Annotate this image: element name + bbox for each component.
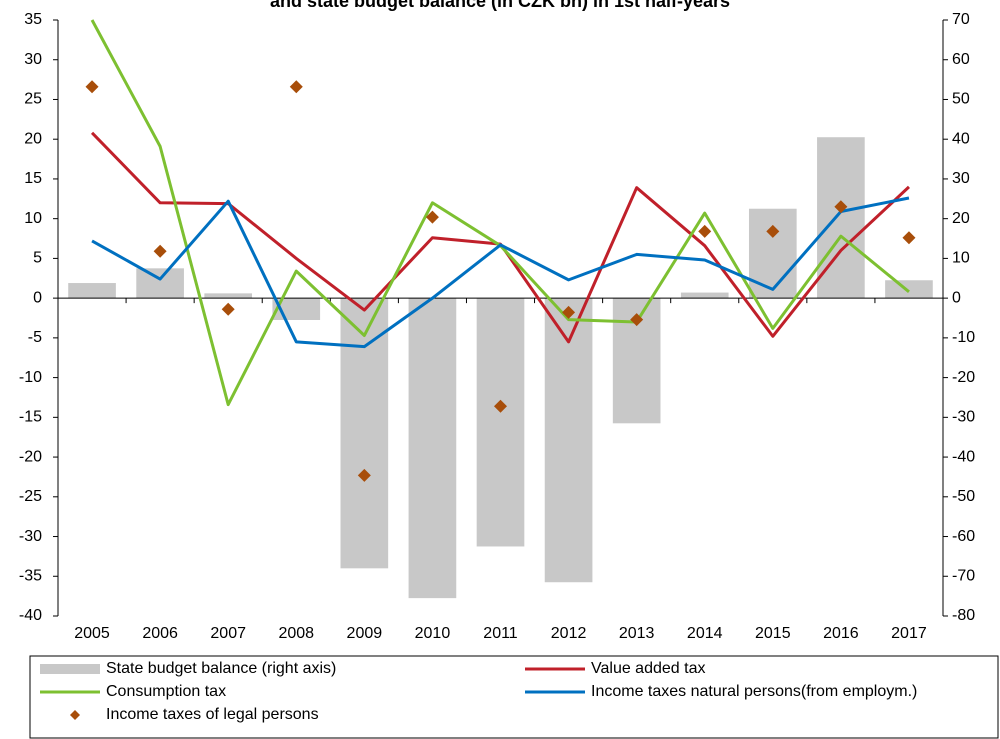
- x-tick-label: 2016: [823, 625, 859, 642]
- marker: [834, 200, 848, 214]
- bar: [680, 292, 729, 299]
- y-tick-label: 15: [24, 170, 42, 187]
- marker: [289, 80, 303, 94]
- y-tick-label: 0: [33, 289, 42, 306]
- y-tick-label: 10: [24, 210, 42, 227]
- y-tick-label: -20: [19, 448, 42, 465]
- chart-title: and state budget balance (in CZK bn) in …: [270, 0, 730, 11]
- y-tick-label: -25: [19, 488, 42, 505]
- marker: [766, 224, 780, 238]
- x-tick-label: 2012: [551, 625, 587, 642]
- y2-tick-label: 20: [952, 210, 970, 227]
- y-tick-label: 20: [24, 130, 42, 147]
- legend-label: Consumption tax: [106, 683, 226, 700]
- bar: [340, 298, 389, 569]
- bar: [408, 298, 457, 599]
- x-tick-label: 2005: [74, 625, 110, 642]
- bar: [136, 268, 184, 299]
- bar: [204, 293, 253, 299]
- x-tick-label: 2013: [619, 625, 655, 642]
- marker: [562, 305, 576, 319]
- line: [91, 196, 910, 349]
- legend-label: Income taxes natural persons(from employ…: [591, 683, 917, 700]
- x-tick-label: 2008: [278, 625, 314, 642]
- y2-tick-label: -30: [952, 409, 975, 426]
- legend-label: State budget balance (right axis): [106, 660, 336, 677]
- y2-tick-label: -70: [952, 567, 975, 584]
- y-tick-label: 30: [24, 51, 42, 68]
- x-tick-label: 2015: [755, 625, 791, 642]
- y2-tick-label: -60: [952, 528, 975, 545]
- y-tick-label: -30: [19, 528, 42, 545]
- legend-label: Income taxes of legal persons: [106, 706, 319, 723]
- x-tick-label: 2007: [210, 625, 246, 642]
- x-tick-label: 2017: [891, 625, 927, 642]
- y-tick-label: 35: [24, 11, 42, 28]
- y2-tick-label: 70: [952, 11, 970, 28]
- y2-tick-label: -40: [952, 448, 975, 465]
- y2-tick-label: 50: [952, 91, 970, 108]
- marker: [85, 80, 99, 94]
- y-tick-label: -10: [19, 369, 42, 386]
- bar: [68, 283, 116, 299]
- x-tick-label: 2014: [687, 625, 723, 642]
- y-tick-label: -40: [19, 607, 42, 624]
- marker: [698, 224, 712, 238]
- y2-tick-label: 40: [952, 130, 970, 147]
- marker: [630, 313, 644, 327]
- y-tick-label: -15: [19, 409, 42, 426]
- y-tick-label: 25: [24, 91, 42, 108]
- y2-tick-label: 0: [952, 289, 961, 306]
- legend-swatch: [70, 710, 80, 720]
- y2-tick-label: 60: [952, 51, 970, 68]
- x-tick-label: 2009: [347, 625, 383, 642]
- marker: [357, 468, 371, 482]
- y-tick-label: 5: [33, 250, 42, 267]
- y2-tick-label: 10: [952, 250, 970, 267]
- bar: [748, 208, 797, 299]
- legend-swatch: [40, 664, 100, 674]
- legend-label: Value added tax: [591, 660, 705, 677]
- bar: [817, 137, 865, 299]
- marker: [153, 244, 167, 258]
- y2-tick-label: -50: [952, 488, 975, 505]
- y2-tick-label: -10: [952, 329, 975, 346]
- bar: [476, 298, 525, 547]
- y2-tick-label: -20: [952, 369, 975, 386]
- bar: [885, 280, 933, 299]
- bar: [544, 298, 593, 583]
- marker: [494, 399, 507, 413]
- y2-tick-label: -80: [952, 607, 975, 624]
- x-tick-label: 2011: [483, 625, 518, 642]
- marker: [902, 231, 916, 245]
- y-tick-label: -5: [28, 329, 42, 346]
- legend-box: [29, 655, 999, 739]
- marker: [221, 302, 235, 316]
- x-tick-label: 2006: [142, 625, 178, 642]
- y-tick-label: -35: [19, 567, 42, 584]
- marker: [425, 210, 439, 224]
- y2-tick-label: 30: [952, 170, 970, 187]
- x-tick-label: 2010: [415, 625, 451, 642]
